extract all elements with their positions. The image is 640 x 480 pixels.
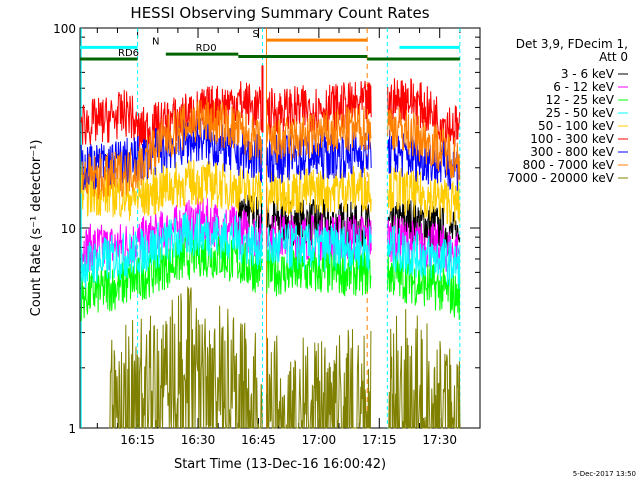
legend-label-50-100-kev: 50 - 100 keV [538,119,615,133]
y-tick-label: 100 [53,22,76,36]
plot-area: 1 10 100 16:15 16:30 16:45 17:00 17:15 17:30 N RD0… [53,22,481,447]
legend-label-6-12-kev: 6 - 12 keV [553,80,615,94]
legend-label-100-300-kev: 100 - 300 keV [530,132,614,146]
x-tick-label: 16:45 [241,433,276,447]
legend-label-800-7000-kev: 800 - 7000 keV [523,158,615,172]
legend-label-25-50-kev: 25 - 50 keV [546,106,615,120]
x-axis-label: Start Time (13-Dec-16 16:00:42) [174,457,386,472]
y-tick-label: 10 [61,222,76,236]
legend-header: Det 3,9, FDecim 1, [516,37,628,51]
series-line-100-300-kev [80,77,461,152]
x-tick-label: 16:15 [120,433,155,447]
x-tick-label: 17:00 [302,433,337,447]
state-label-n: N [152,36,159,47]
y-tick-label: 1 [68,422,76,436]
legend-label-300-800-kev: 300 - 800 keV [530,145,614,159]
series-line-25-50-kev [80,209,461,290]
timestamp-annotation: 5-Dec-2017 13:50 [573,470,636,478]
x-tick-label: 17:15 [362,433,397,447]
legend-label-7000-20000-kev: 7000 - 20000 keV [507,171,614,185]
state-label-rd6: RD6 [118,48,139,59]
x-tick-label: 17:30 [422,433,457,447]
state-label-rd0: RD0 [196,43,217,54]
y-axis-label: Count Rate (s⁻¹ detector⁻¹) [29,140,44,317]
legend-label-3-6-kev: 3 - 6 keV [561,67,615,81]
legend-label-12-25-kev: 12 - 25 keV [546,93,615,107]
legend-header: Att 0 [599,50,628,64]
x-tick-label: 16:30 [181,433,216,447]
series-line-800-7000-kev [80,98,461,200]
series-line-7000-20000-kev [109,286,461,430]
chart-title: HESSI Observing Summary Count Rates [130,4,429,22]
state-label-s: S [253,29,259,40]
